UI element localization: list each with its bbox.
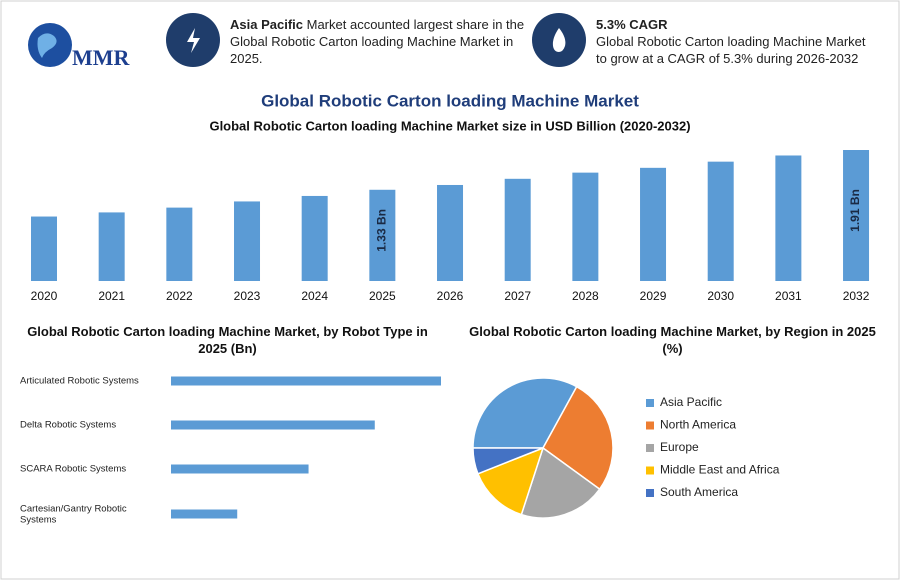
bar bbox=[171, 509, 238, 519]
chart-subtitle: Global Robotic Carton loading Machine Ma… bbox=[209, 118, 690, 133]
fact-bold: 5.3% CAGR bbox=[596, 17, 668, 32]
legend-label: North America bbox=[660, 418, 736, 432]
fact: Asia Pacific Market accounted largest sh… bbox=[230, 16, 530, 67]
bar bbox=[572, 172, 599, 281]
bar bbox=[437, 184, 464, 281]
bar bbox=[171, 464, 309, 474]
fact-bold: Asia Pacific bbox=[230, 17, 303, 32]
x-tick-label: 2021 bbox=[98, 289, 125, 303]
bar bbox=[166, 207, 193, 281]
y-tick-label: SCARA Robotic Systems bbox=[20, 464, 126, 475]
fact-text: Market accounted largest share in the Gl… bbox=[230, 17, 525, 66]
x-tick-label: 2029 bbox=[640, 289, 667, 303]
legend-swatch bbox=[646, 466, 654, 475]
pie-slice bbox=[476, 446, 545, 516]
x-tick-label: 2031 bbox=[775, 289, 802, 303]
bar bbox=[301, 195, 328, 281]
x-tick-label: 2022 bbox=[166, 289, 193, 303]
bar bbox=[504, 178, 531, 281]
pie-slice bbox=[520, 446, 601, 519]
x-tick-label: 2032 bbox=[843, 289, 870, 303]
bar bbox=[171, 376, 441, 386]
icon-glyph bbox=[552, 28, 566, 52]
legend-swatch bbox=[646, 399, 654, 407]
chart-title: Global Robotic Carton loading Machine Ma… bbox=[261, 91, 639, 110]
pie-slice bbox=[472, 377, 578, 449]
x-tick-label: 2020 bbox=[31, 289, 58, 303]
bar bbox=[775, 155, 802, 281]
x-tick-label: 2023 bbox=[234, 289, 261, 303]
pie-slice bbox=[542, 385, 614, 491]
section-title: Global Robotic Carton loading Machine Ma… bbox=[469, 324, 876, 356]
logo-land bbox=[37, 33, 57, 58]
x-tick-label: 2030 bbox=[707, 289, 734, 303]
bar bbox=[369, 189, 396, 281]
section-title: Global Robotic Carton loading Machine Ma… bbox=[27, 324, 428, 356]
y-tick-label: Delta Robotic Systems bbox=[20, 420, 116, 431]
icon-glyph bbox=[187, 28, 200, 53]
legend-swatch bbox=[646, 444, 654, 452]
legend-label: Middle East and Africa bbox=[660, 463, 780, 477]
bar bbox=[707, 161, 734, 281]
bar bbox=[234, 201, 261, 281]
x-tick-label: 2024 bbox=[301, 289, 328, 303]
fact-text: Global Robotic Carton loading Machine Ma… bbox=[596, 34, 866, 66]
legend-label: South America bbox=[660, 485, 738, 499]
bar bbox=[31, 216, 57, 281]
x-tick-label: 2028 bbox=[572, 289, 599, 303]
y-tick-label: Cartesian/Gantry Robotic Systems bbox=[20, 503, 127, 525]
y-tick-label: Articulated Robotic Systems bbox=[20, 376, 139, 387]
legend-label: Asia Pacific bbox=[660, 395, 722, 409]
x-tick-label: 2025 bbox=[369, 289, 396, 303]
legend-swatch bbox=[646, 421, 654, 430]
logo-text: MMR bbox=[72, 45, 131, 70]
x-tick-label: 2027 bbox=[504, 289, 531, 303]
bar bbox=[640, 167, 667, 281]
bar bbox=[171, 420, 375, 430]
bar bbox=[98, 212, 125, 281]
bar bbox=[843, 150, 870, 281]
fact: 5.3% CAGR Global Robotic Carton loading M… bbox=[596, 16, 866, 67]
x-tick-label: 2026 bbox=[437, 289, 464, 303]
legend-label: Europe bbox=[660, 440, 699, 454]
legend-swatch bbox=[646, 489, 654, 497]
value-label: 1.91 Bn bbox=[848, 189, 862, 232]
value-label: 1.33 Bn bbox=[375, 209, 389, 252]
pie-slice bbox=[472, 447, 544, 475]
